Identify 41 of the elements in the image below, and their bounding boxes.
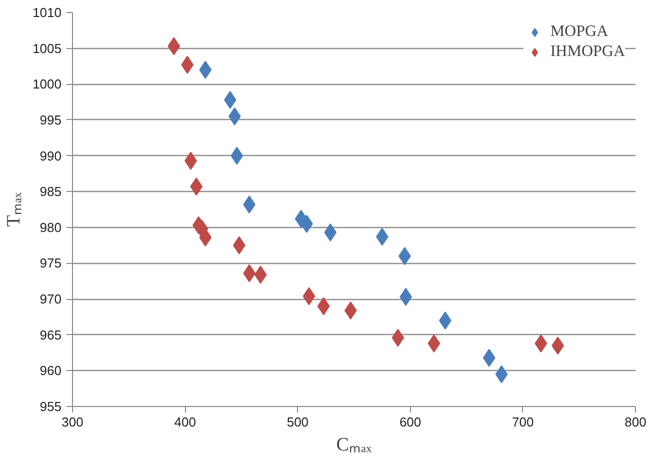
point [534, 334, 548, 352]
point [232, 236, 246, 254]
y-tick-label: 980 [40, 220, 62, 235]
y-tick-label: 965 [40, 327, 62, 342]
point [495, 365, 508, 384]
x-tick-label: 500 [286, 414, 309, 430]
x-tick-label: 800 [624, 414, 646, 430]
point [344, 302, 357, 320]
y-tick-label: 1000 [32, 76, 62, 92]
point [376, 228, 388, 246]
point [230, 146, 244, 165]
y-tick-label: 995 [40, 112, 62, 128]
y-tick-label: 990 [40, 148, 62, 164]
point [181, 56, 194, 74]
point [224, 90, 236, 109]
point [317, 297, 330, 316]
legend-label: MOPGA [550, 23, 608, 41]
point [228, 107, 241, 126]
point [168, 37, 180, 56]
point [482, 348, 496, 367]
legend-label: IHMOPGA [550, 43, 625, 61]
point [302, 287, 316, 306]
x-tick-label: 700 [512, 414, 534, 430]
x-axis-title: Cₘₐₓ [336, 434, 372, 456]
point [199, 60, 212, 79]
x-tick-label: 300 [62, 414, 84, 430]
y-tick-label: 975 [40, 256, 62, 271]
point [190, 178, 203, 196]
point [428, 334, 440, 352]
y-tick-label: 1010 [32, 5, 62, 20]
point [392, 328, 404, 347]
y-tick-label: 955 [40, 399, 62, 414]
point [324, 223, 337, 242]
y-tick-label: 1005 [32, 40, 62, 56]
y-axis-title: Tₘₐₓ [4, 192, 25, 227]
y-tick-label: 960 [40, 363, 62, 378]
y-tick-label: 970 [40, 292, 62, 307]
x-tick-label: 600 [399, 414, 422, 430]
x-tick-label: 400 [174, 414, 196, 430]
y-tick-label: 985 [40, 184, 62, 200]
point [254, 266, 267, 284]
